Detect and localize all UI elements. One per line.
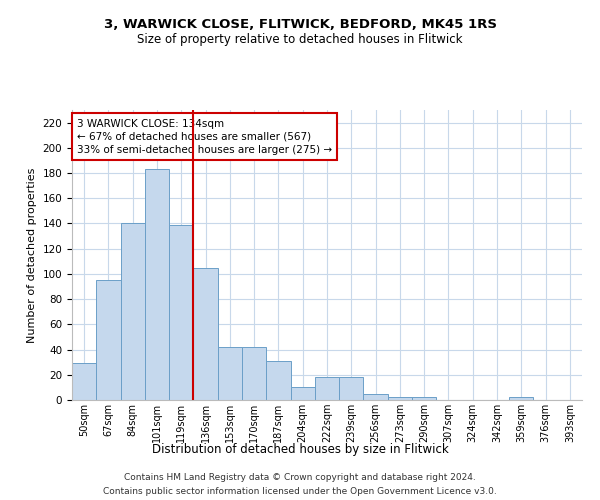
- Text: Contains public sector information licensed under the Open Government Licence v3: Contains public sector information licen…: [103, 488, 497, 496]
- Bar: [145, 170, 169, 400]
- Bar: [364, 394, 388, 400]
- Text: Distribution of detached houses by size in Flitwick: Distribution of detached houses by size …: [152, 442, 448, 456]
- Bar: [218, 347, 242, 400]
- Bar: [412, 398, 436, 400]
- Bar: [121, 224, 145, 400]
- Bar: [290, 388, 315, 400]
- Bar: [315, 378, 339, 400]
- Text: 3 WARWICK CLOSE: 134sqm
← 67% of detached houses are smaller (567)
33% of semi-d: 3 WARWICK CLOSE: 134sqm ← 67% of detache…: [77, 118, 332, 155]
- Bar: [242, 347, 266, 400]
- Text: 3, WARWICK CLOSE, FLITWICK, BEDFORD, MK45 1RS: 3, WARWICK CLOSE, FLITWICK, BEDFORD, MK4…: [104, 18, 497, 30]
- Bar: [388, 398, 412, 400]
- Bar: [169, 224, 193, 400]
- Bar: [266, 361, 290, 400]
- Text: Contains HM Land Registry data © Crown copyright and database right 2024.: Contains HM Land Registry data © Crown c…: [124, 472, 476, 482]
- Bar: [96, 280, 121, 400]
- Bar: [509, 398, 533, 400]
- Bar: [72, 364, 96, 400]
- Bar: [193, 268, 218, 400]
- Text: Size of property relative to detached houses in Flitwick: Size of property relative to detached ho…: [137, 32, 463, 46]
- Bar: [339, 378, 364, 400]
- Y-axis label: Number of detached properties: Number of detached properties: [27, 168, 37, 342]
